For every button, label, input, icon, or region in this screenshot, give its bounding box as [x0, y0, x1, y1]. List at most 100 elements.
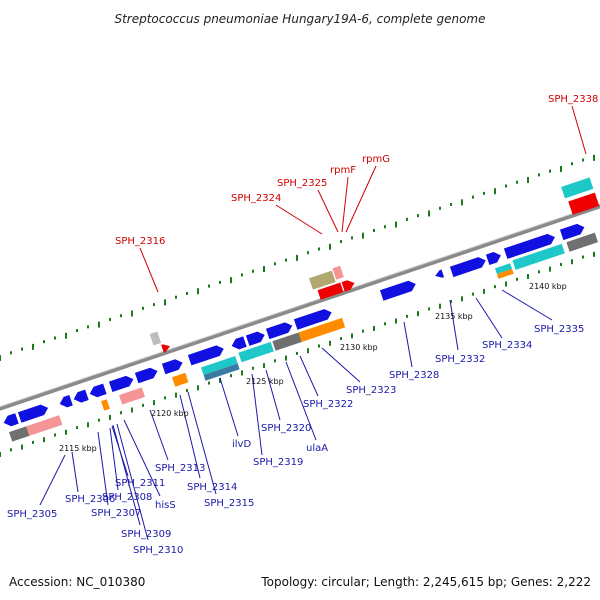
blast-hit	[25, 415, 63, 437]
label-leader	[571, 105, 587, 155]
gene-label-rna: rpmG	[362, 154, 390, 165]
gene-label: SPH_2319	[253, 457, 303, 468]
cds-arrow	[503, 233, 555, 259]
cds-arrow	[293, 309, 332, 330]
cds-arrow	[485, 252, 501, 266]
gene-label: SPH_2335	[534, 324, 584, 335]
cds-arrow	[265, 322, 293, 340]
gene-label: SPH_2323	[346, 385, 396, 396]
cds-arrow	[73, 389, 89, 403]
gc-content-track	[0, 251, 595, 457]
label-leader	[111, 425, 129, 477]
cds-arrow	[3, 413, 19, 427]
label-leader	[341, 176, 349, 233]
tick-label: 2125 kbp	[246, 377, 284, 386]
gene-label: SPH_2309	[121, 529, 171, 540]
gene-label: SPH_2311	[115, 478, 165, 489]
rna-feature	[561, 177, 594, 199]
label-leader	[39, 454, 66, 506]
gene-label: ulaA	[306, 443, 328, 454]
cds-arrow	[559, 223, 585, 241]
rna-feature	[561, 177, 594, 199]
label-leader	[265, 369, 281, 421]
rna-feature	[341, 280, 355, 292]
blast-hit	[172, 372, 189, 387]
rna-feature	[161, 344, 171, 353]
gene-label: SPH_2332	[435, 354, 485, 365]
blast-hit	[496, 268, 514, 279]
label-leader	[321, 347, 361, 383]
blast-hit	[495, 263, 513, 275]
blast-hit	[9, 426, 30, 442]
blast-hit	[101, 399, 110, 411]
cds-arrow	[245, 331, 265, 346]
gc-skew-track	[0, 154, 595, 361]
tick-label: 2130 kbp	[340, 343, 378, 352]
tick-label: 2135 kbp	[435, 312, 473, 321]
label-leader	[116, 423, 149, 541]
gene-label: SPH_2310	[133, 545, 183, 556]
blast-hit	[298, 317, 346, 343]
label-leader	[475, 297, 503, 339]
rna-feature	[568, 192, 600, 215]
label-leader	[345, 165, 377, 233]
cds-arrow	[187, 345, 224, 366]
gene-label-rna: SPH_2316	[115, 236, 165, 247]
gene-label-rna: SPH_2338	[548, 94, 598, 105]
label-leader	[403, 321, 413, 368]
cds-arrow	[231, 336, 247, 350]
blast-hit	[566, 232, 599, 252]
label-leader	[149, 409, 169, 461]
tick-label: 2120 kbp	[151, 409, 189, 418]
cds-arrow	[379, 280, 416, 301]
gene-label: hisS	[155, 500, 176, 511]
label-leaders	[39, 105, 587, 541]
label-leader	[97, 431, 109, 506]
gene-label: SPH_2314	[187, 482, 237, 493]
rna-feature	[317, 282, 344, 300]
cds-arrow	[108, 375, 134, 393]
blast-hit	[119, 387, 145, 405]
gene-label: SPH_2328	[389, 370, 439, 381]
cds-arrow	[187, 345, 224, 366]
gene-label: SPH_2313	[155, 463, 205, 474]
gene-label: SPH_2307	[91, 508, 141, 519]
rna-feature	[341, 280, 355, 292]
cds-arrow	[161, 359, 183, 375]
blast-hit	[9, 426, 30, 442]
label-leader	[317, 189, 339, 233]
cds-arrow	[89, 383, 107, 398]
gene-label: SPH_2308	[102, 492, 152, 503]
gene-label: SPH_2320	[261, 423, 311, 434]
tick-label: 2140 kbp	[529, 282, 567, 291]
topology-text: Topology: circular; Length: 2,245,615 bp…	[260, 575, 591, 589]
blast-hit	[496, 268, 514, 279]
label-leader	[123, 419, 161, 497]
gene-label-rna: rpmF	[330, 165, 356, 176]
accession-text: Accession: NC_010380	[9, 575, 145, 589]
cds-arrow	[485, 252, 501, 266]
blast-hit	[272, 332, 303, 351]
blast-hit	[203, 363, 240, 381]
blast-hit	[272, 332, 303, 351]
blast-hit	[238, 341, 274, 363]
gene-label: SPH_2306	[65, 494, 115, 505]
rna-feature	[309, 270, 336, 290]
gene-label: ilvD	[232, 439, 251, 450]
gene-label: SPH_2305	[7, 509, 57, 520]
rna-feature	[149, 331, 162, 346]
map-title: Streptococcus pneumoniae Hungary19A-6, c…	[114, 12, 485, 26]
gene-label: SPH_2322	[303, 399, 353, 410]
label-leader	[179, 394, 201, 479]
cds-arrow	[134, 367, 158, 384]
cds-arrow	[449, 257, 486, 278]
cds-arrow	[108, 375, 134, 393]
blast-hit	[101, 399, 110, 411]
cds-arrow	[59, 394, 73, 408]
label-leader	[501, 289, 553, 321]
cds-arrow	[59, 394, 73, 408]
rna-feature	[568, 192, 600, 215]
blast-hit	[119, 387, 145, 405]
gene-label-rna: SPH_2325	[277, 178, 327, 189]
